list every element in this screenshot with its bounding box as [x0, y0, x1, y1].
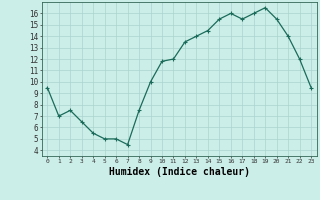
X-axis label: Humidex (Indice chaleur): Humidex (Indice chaleur) — [109, 167, 250, 177]
